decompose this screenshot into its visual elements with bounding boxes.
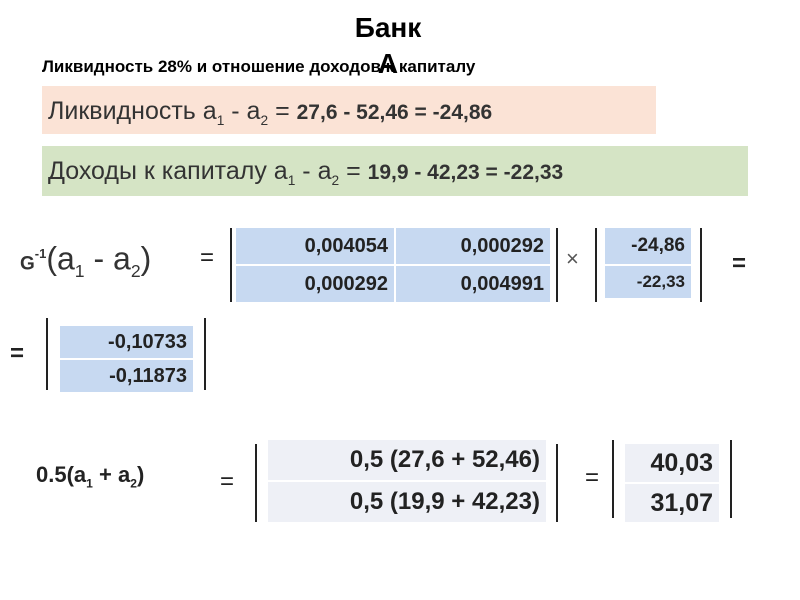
equals: =	[585, 464, 600, 491]
bracket	[595, 228, 597, 302]
result-cell: -0,11873	[60, 360, 193, 392]
line-text: Ликвидность а1 - а2 = 27,6 - 52,46 = -24…	[42, 86, 656, 146]
bracket	[612, 440, 614, 518]
text-part: )	[140, 240, 152, 277]
text-part: 0.5(a	[36, 462, 87, 487]
bracket	[700, 228, 702, 302]
matrix-cell: 0,000292	[236, 266, 394, 302]
text-part: )	[136, 462, 145, 487]
text-part: 19,9 - 42,23 = -22,33	[367, 161, 564, 184]
result-cell: 40,03	[625, 444, 719, 482]
text-part: Доходы к капиталу а	[48, 157, 288, 185]
bracket	[204, 318, 206, 390]
text-part: 2	[260, 113, 269, 128]
bracket	[230, 228, 232, 302]
line-box: Ликвидность а1 - а2 = 27,6 - 52,46 = -24…	[42, 86, 656, 134]
matrix-cell: 0,004991	[396, 266, 550, 302]
equals: =	[10, 340, 25, 367]
text-part: - а	[224, 97, 261, 125]
title: Банк А	[354, 12, 422, 79]
expression-cell: 0,5 (27,6 + 52,46)	[268, 440, 546, 480]
text-part: -1	[34, 246, 47, 261]
text-part: 1	[74, 261, 85, 282]
subtitle: Ликвидность 28% и отношение доходов к ка…	[42, 57, 476, 76]
text-part: Ликвидность а	[48, 97, 217, 125]
text-part: - а	[84, 240, 131, 277]
expression-cell: 0,5 (19,9 + 42,23)	[268, 482, 546, 522]
matrix-cell: 0,004054	[236, 228, 394, 264]
text-part: (а	[46, 240, 75, 277]
line-box: Доходы к капиталу а1 - а2 = 19,9 - 42,23…	[42, 146, 748, 196]
text-part: 2	[130, 261, 141, 282]
line-text: Доходы к капиталу а1 - а2 = 19,9 - 42,23…	[42, 136, 748, 216]
bracket	[556, 444, 558, 522]
text-part: =	[339, 157, 368, 185]
equals: =	[220, 468, 235, 495]
result-cell: -0,10733	[60, 326, 193, 358]
formula-label: G-1(а1 - а2)	[20, 228, 160, 297]
text-part: 2	[331, 173, 340, 188]
bracket	[730, 440, 732, 518]
vector-cell: -22,33	[605, 266, 691, 298]
text-part: G	[20, 253, 35, 275]
bracket	[46, 318, 48, 390]
text-part: 1	[86, 476, 93, 491]
times: ×	[566, 246, 579, 271]
text-part: 27,6 - 52,46 = -24,86	[296, 101, 493, 124]
vector-cell: -24,86	[605, 228, 691, 264]
text-part: + a	[92, 462, 131, 487]
text-part: 2	[130, 476, 137, 491]
text-part: - а	[295, 157, 332, 185]
formula-label: 0.5(a1 + a2)	[36, 462, 144, 490]
matrix-cell: 0,000292	[396, 228, 550, 264]
bracket	[255, 444, 257, 522]
result-cell: 31,07	[625, 484, 719, 522]
bracket	[556, 228, 558, 302]
text-part: 1	[216, 113, 225, 128]
text-part: =	[268, 97, 297, 125]
equals: =	[732, 250, 747, 277]
equals: =	[200, 244, 215, 271]
text-part: 1	[287, 173, 296, 188]
